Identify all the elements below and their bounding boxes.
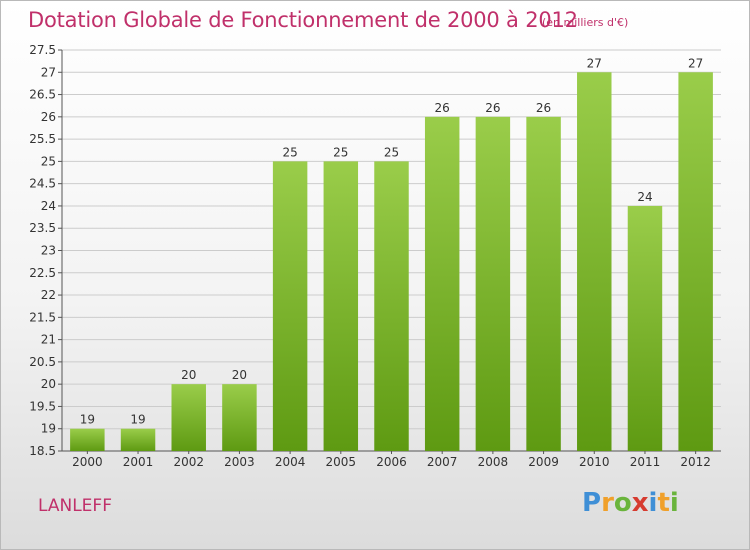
bar-value-label: 26 <box>435 101 450 115</box>
bar-value-label: 24 <box>637 190 652 204</box>
logo-letter: i <box>648 488 658 518</box>
bar-value-label: 20 <box>181 368 196 382</box>
y-tick-label: 25 <box>41 154 56 168</box>
bar[interactable] <box>171 384 206 451</box>
x-tick-label: 2002 <box>173 455 204 469</box>
bar[interactable] <box>424 116 460 451</box>
y-tick-label: 21.5 <box>29 310 56 324</box>
bar[interactable] <box>272 161 308 451</box>
x-tick-label: 2001 <box>123 455 154 469</box>
y-tick-label: 27.5 <box>29 43 56 57</box>
logo-letter: r <box>601 488 614 518</box>
logo-letter: o <box>613 488 632 518</box>
bar[interactable] <box>374 161 409 451</box>
y-tick-label: 25.5 <box>29 132 56 146</box>
y-tick-label: 21 <box>41 333 56 347</box>
y-tick-label: 24 <box>41 199 56 213</box>
bar[interactable] <box>323 161 359 451</box>
y-tick-label: 20.5 <box>29 355 56 369</box>
chart-unit: (en milliers d'€) <box>542 16 629 29</box>
x-tick-label: 2010 <box>579 455 610 469</box>
y-tick-label: 23 <box>41 244 56 258</box>
y-tick-label: 19.5 <box>29 399 56 413</box>
y-tick-label: 22 <box>41 288 56 302</box>
x-tick-label: 2011 <box>630 455 661 469</box>
x-tick-label: 2003 <box>224 455 255 469</box>
bar[interactable] <box>70 428 105 451</box>
chart-title: Dotation Globale de Fonctionnement de 20… <box>28 8 578 32</box>
bar[interactable] <box>526 116 561 451</box>
bar[interactable] <box>475 116 511 451</box>
bar-value-label: 19 <box>80 413 95 427</box>
x-tick-label: 2007 <box>427 455 458 469</box>
x-tick-label: 2008 <box>478 455 509 469</box>
x-tick-label: 2006 <box>376 455 407 469</box>
bar-value-label: 20 <box>232 368 247 382</box>
bar-value-label: 26 <box>485 101 500 115</box>
y-tick-label: 26.5 <box>29 88 56 102</box>
logo-letter: x <box>631 488 649 518</box>
x-tick-label: 2012 <box>680 455 711 469</box>
bar-value-label: 19 <box>130 413 145 427</box>
x-tick-label: 2009 <box>528 455 559 469</box>
y-tick-label: 24.5 <box>29 177 56 191</box>
x-tick-label: 2004 <box>275 455 306 469</box>
bars <box>70 72 713 452</box>
y-tick-label: 23.5 <box>29 221 56 235</box>
y-tick-label: 19 <box>41 422 56 436</box>
bar[interactable] <box>120 428 156 451</box>
commune-name: LANLEFF <box>38 496 112 516</box>
bar-value-label: 27 <box>688 56 703 70</box>
y-tick-label: 20 <box>41 377 56 391</box>
x-tick-label: 2005 <box>326 455 357 469</box>
y-tick-label: 22.5 <box>29 266 56 280</box>
y-tick-label: 18.5 <box>29 444 56 458</box>
y-tick-label: 26 <box>41 110 56 124</box>
y-tick-label: 27 <box>41 65 56 79</box>
bar[interactable] <box>627 205 663 451</box>
bar-value-label: 26 <box>536 101 551 115</box>
proxiti-logo[interactable]: Proxiti <box>582 488 679 518</box>
bar[interactable] <box>678 72 713 452</box>
logo-letter: i <box>669 488 679 518</box>
bar-value-label: 25 <box>384 145 399 159</box>
bar[interactable] <box>222 384 257 451</box>
x-tick-label: 2000 <box>72 455 103 469</box>
bar-value-label: 27 <box>587 56 602 70</box>
logo-letter: P <box>582 488 602 518</box>
logo-letter: t <box>657 488 670 518</box>
bar-value-label: 25 <box>333 145 348 159</box>
bar-value-label: 25 <box>282 145 297 159</box>
labels: 18.5 19 19.5 20 20.5 21 21.5 22 22.5 23 23.5 24 24.5… <box>29 43 711 469</box>
bar[interactable] <box>577 72 612 452</box>
